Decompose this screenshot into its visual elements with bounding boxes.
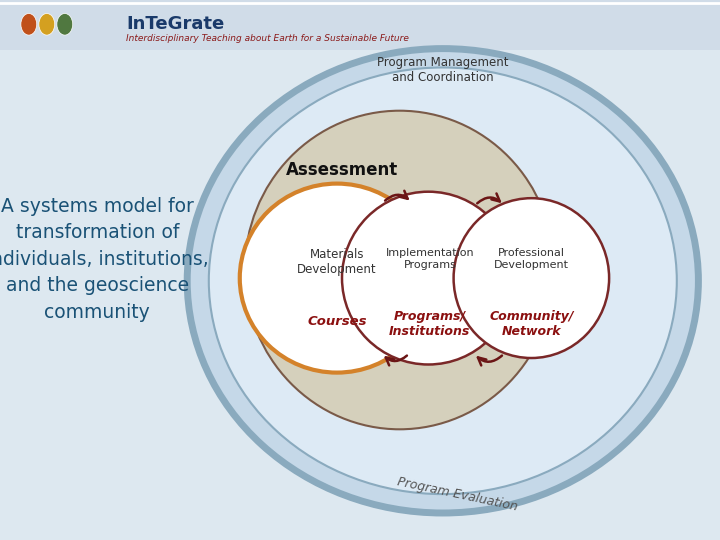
Text: Professional
Development: Professional Development	[494, 248, 569, 270]
Text: Assessment: Assessment	[286, 161, 398, 179]
Ellipse shape	[342, 192, 515, 364]
Text: A systems model for
transformation of
individuals, institutions,
and the geoscie: A systems model for transformation of in…	[0, 197, 209, 322]
Ellipse shape	[209, 68, 677, 494]
Text: InTeGrate: InTeGrate	[126, 15, 224, 33]
Text: Community/
Network: Community/ Network	[489, 310, 574, 338]
Ellipse shape	[39, 14, 55, 35]
Ellipse shape	[187, 49, 698, 513]
Text: Materials
Development: Materials Development	[297, 248, 377, 276]
Text: Program Evaluation: Program Evaluation	[396, 475, 518, 513]
Ellipse shape	[245, 111, 554, 429]
Ellipse shape	[454, 198, 609, 358]
Text: Programs/
Institutions: Programs/ Institutions	[389, 310, 471, 338]
Bar	[0, 0, 720, 50]
Text: Implementation
Programs: Implementation Programs	[385, 248, 474, 270]
Ellipse shape	[240, 184, 434, 373]
Text: Courses: Courses	[307, 315, 366, 328]
Text: Program Management
and Coordination: Program Management and Coordination	[377, 56, 508, 84]
Text: Interdisciplinary Teaching about Earth for a Sustainable Future: Interdisciplinary Teaching about Earth f…	[126, 35, 409, 43]
Ellipse shape	[57, 14, 73, 35]
Ellipse shape	[21, 14, 37, 35]
